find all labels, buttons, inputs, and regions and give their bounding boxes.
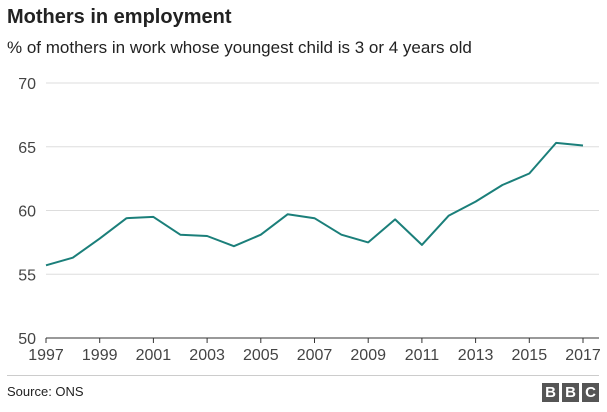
x-tick-label-2007: 2007 <box>297 347 333 364</box>
x-tick-label-2005: 2005 <box>243 347 279 364</box>
chart-subtitle: % of mothers in work whose youngest chil… <box>7 38 472 57</box>
x-tick-label-2011: 2011 <box>405 347 440 364</box>
y-tick-label-55: 55 <box>18 267 36 284</box>
x-tick-label-2015: 2015 <box>512 347 548 364</box>
x-tick-label-2009: 2009 <box>350 347 386 364</box>
x-tick-label-1999: 1999 <box>82 347 118 364</box>
x-tick-label-1997: 1997 <box>28 347 64 364</box>
x-tick-label-2013: 2013 <box>458 347 494 364</box>
footer-divider <box>7 375 599 376</box>
y-tick-label-60: 60 <box>18 204 36 221</box>
x-tick-label-2003: 2003 <box>189 347 225 364</box>
line-chart: 50 55 60 65 70 1997 1999 2001 2003 2005 2007 2009 20… <box>18 76 601 364</box>
bbc-logo-letter-c: C <box>582 383 599 402</box>
y-tick-label-70: 70 <box>18 76 36 93</box>
x-tick-label-2001: 2001 <box>136 347 172 364</box>
chart-title: Mothers in employment <box>7 6 232 28</box>
bbc-logo: B B C <box>542 383 599 402</box>
bbc-logo-letter-b1: B <box>542 383 559 402</box>
source-note: Source: ONS <box>7 384 84 399</box>
y-tick-label-65: 65 <box>18 140 36 157</box>
y-tick-label-50: 50 <box>18 331 36 348</box>
series-line-0 <box>45 141 584 267</box>
x-tick-label-2017: 2017 <box>565 347 601 364</box>
bbc-logo-letter-b2: B <box>562 383 579 402</box>
